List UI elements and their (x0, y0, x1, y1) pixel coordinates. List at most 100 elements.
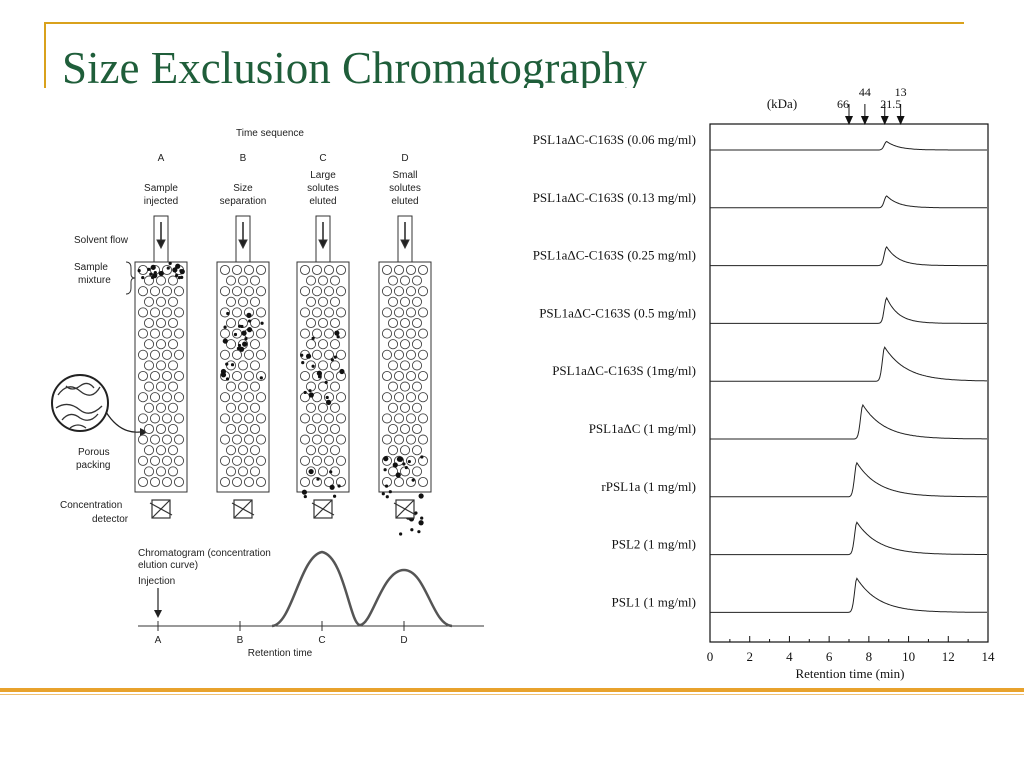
packing-bead (143, 423, 155, 435)
solute-particle (303, 390, 307, 395)
packing-bead (335, 349, 347, 360)
x-tick-label: 14 (982, 649, 996, 664)
packing-bead (393, 307, 405, 318)
packing-bead (299, 286, 311, 297)
packing-bead (243, 370, 255, 382)
packing-bead (317, 339, 329, 350)
packing-bead (335, 434, 347, 445)
solute-particle (150, 264, 156, 270)
packing-bead (399, 423, 411, 435)
packing-bead (329, 360, 341, 371)
solute-particle (241, 330, 247, 336)
col-letter-a: A (158, 153, 165, 164)
packing-bead (167, 275, 179, 286)
solute-particle (325, 399, 332, 405)
solute-particle (385, 495, 389, 499)
solute-particle (158, 270, 164, 277)
packing-bead (255, 307, 267, 318)
x-tick-label: 0 (707, 649, 714, 664)
solute-particle (329, 484, 335, 490)
solute-particle (220, 372, 227, 378)
packing-bead (411, 423, 423, 435)
packing-bead (149, 392, 161, 403)
packing-bead (173, 286, 185, 297)
solute-particle (325, 395, 329, 400)
packing-bead (255, 349, 267, 360)
solute-particle (237, 343, 242, 348)
marker-arrow (860, 116, 869, 125)
packing-bead (317, 296, 329, 307)
column-c (296, 215, 350, 493)
packing-bead (243, 476, 255, 488)
solute-particle (259, 376, 263, 380)
packing-bead (411, 275, 423, 286)
packing-bead (387, 423, 399, 435)
chromatogram-curve (271, 550, 453, 628)
marker-label: 66 (837, 97, 849, 111)
packing-bead (137, 328, 149, 339)
packing-bead (219, 264, 231, 276)
packing-bead (323, 349, 335, 360)
detector-d (393, 499, 417, 519)
packing-bead (243, 413, 255, 424)
packing-bead (417, 286, 429, 297)
packing-bead (173, 455, 185, 466)
packing-bead (381, 370, 393, 382)
packing-bead (255, 455, 267, 466)
packing-bead (305, 339, 317, 350)
packing-bead (173, 413, 185, 424)
solute-particle (339, 368, 345, 375)
solute-particle (334, 330, 340, 336)
packing-bead (137, 455, 149, 466)
packing-bead (387, 317, 399, 329)
solute-particle (242, 341, 248, 347)
packing-bead (405, 392, 417, 403)
x-tick-label: 12 (942, 649, 955, 664)
solute-particle (222, 338, 228, 344)
solute-particle (308, 389, 312, 393)
packing-bead (231, 455, 243, 466)
packing-bead (399, 381, 411, 392)
trace-label: rPSL1a (1 mg/ml) (601, 479, 696, 494)
packing-bead (299, 307, 311, 318)
packing-bead (393, 413, 405, 424)
packing-bead (323, 476, 335, 488)
time-sequence-label: Time sequence (236, 128, 304, 139)
packing-bead (417, 370, 429, 382)
packing-bead (323, 370, 335, 382)
packing-bead (249, 317, 261, 329)
col-caption-d-1: Small (392, 170, 417, 181)
packing-bead (137, 392, 149, 403)
packing-bead (393, 392, 405, 403)
packing-bead (155, 402, 167, 413)
packing-bead (237, 466, 249, 477)
packing-bead (411, 466, 423, 477)
packing-bead (399, 360, 411, 371)
left-accent-line (44, 22, 46, 92)
packing-bead (161, 413, 173, 424)
bottom-accent-line-thin (0, 694, 1024, 695)
packing-bead (219, 286, 231, 297)
marker-label: 13 (895, 85, 907, 99)
x-tick-label: 4 (786, 649, 793, 664)
packing-bead (219, 476, 231, 488)
kda-label: (kDa) (767, 96, 797, 111)
solute-particle (223, 325, 227, 329)
packing-bead (225, 423, 237, 435)
trace-line (710, 403, 987, 440)
packing-bead (411, 381, 423, 392)
packing-bead (161, 307, 173, 318)
packing-bead (393, 434, 405, 445)
packing-bead (255, 413, 267, 424)
packing-bead (299, 476, 311, 488)
packing-bead (249, 339, 261, 350)
packing-bead (255, 434, 267, 445)
solute-particle (418, 520, 424, 526)
packing-bead (323, 328, 335, 339)
packing-bead (219, 455, 231, 466)
packing-bead (219, 413, 231, 424)
solute-particle (230, 363, 235, 367)
marker-label: 44 (859, 85, 871, 99)
trace-line (710, 346, 987, 382)
packing-bead (137, 476, 149, 488)
